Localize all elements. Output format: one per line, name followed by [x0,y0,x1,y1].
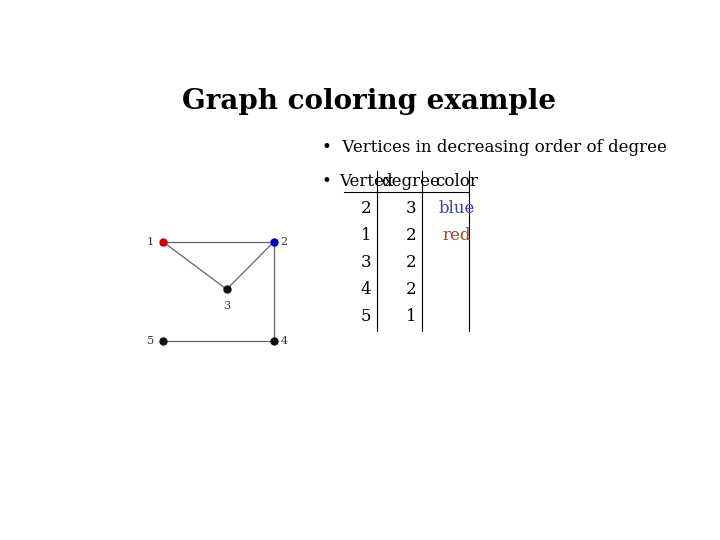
Text: 1: 1 [405,308,416,325]
Text: blue: blue [438,200,475,217]
Text: 3: 3 [361,254,372,271]
Text: 1: 1 [147,237,154,247]
Text: 1: 1 [361,227,372,244]
Text: degree: degree [382,173,441,190]
Text: 2: 2 [405,254,416,271]
Text: 2: 2 [281,237,288,247]
Text: color: color [436,173,478,190]
Text: 4: 4 [361,281,372,298]
Text: 2: 2 [361,200,372,217]
Text: •: • [322,173,331,190]
Text: 2: 2 [405,227,416,244]
Text: 3: 3 [223,301,230,311]
Text: 3: 3 [405,200,416,217]
Text: 2: 2 [405,281,416,298]
Text: Vertex: Vertex [339,173,393,190]
Text: Graph coloring example: Graph coloring example [182,87,556,114]
Text: 5: 5 [147,336,154,346]
Text: •  Vertices in decreasing order of degree: • Vertices in decreasing order of degree [322,139,667,157]
Text: 5: 5 [361,308,372,325]
Text: red: red [443,227,471,244]
Text: 4: 4 [281,336,288,346]
